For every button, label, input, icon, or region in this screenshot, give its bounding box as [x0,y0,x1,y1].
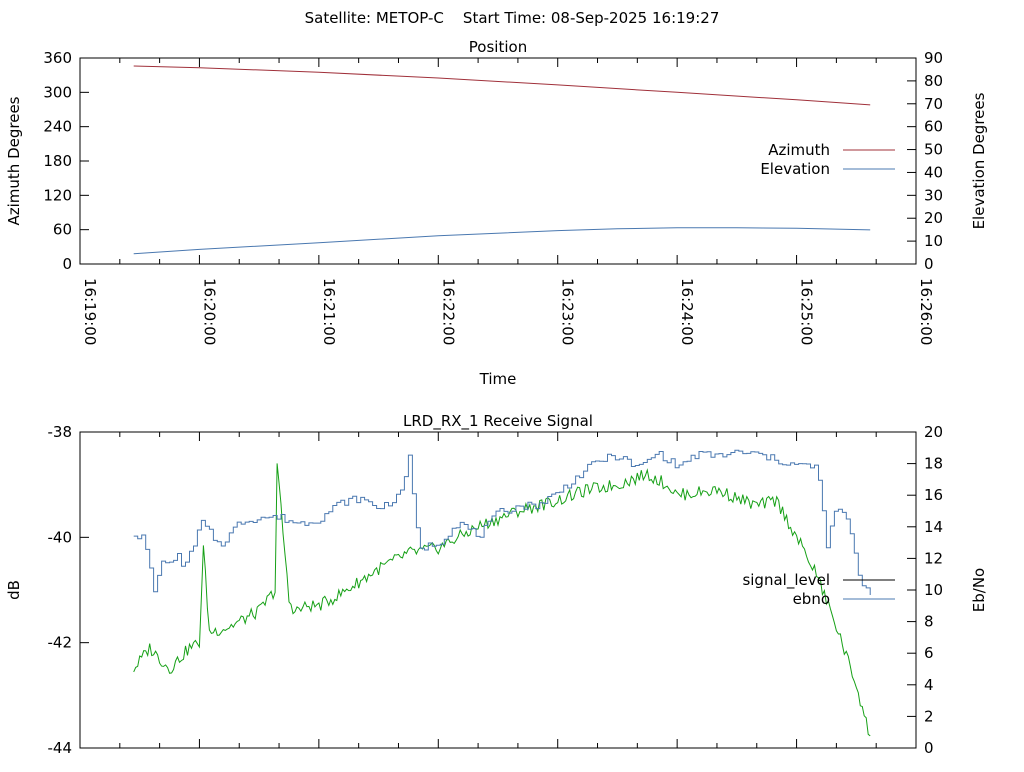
receive-signal-chart: LRD_RX_1 Receive Signal -44 -42 -40 -38 dB 0 2 4… [5,412,988,757]
y2-tick-label: 20 [924,423,943,441]
y-tick-label: 60 [53,221,72,239]
legend-label: signal_level [742,571,830,590]
series-line-signal-level [133,463,871,737]
y2-tick-label: 4 [924,676,934,694]
y2-tick-label: 18 [924,455,943,473]
y-tick-label: -40 [48,528,73,546]
y-tick-label: 240 [43,118,72,136]
x-tick-label: 16:24:00 [678,278,696,345]
chart-title: Position [469,38,527,56]
y2-tick-label: 60 [924,118,943,136]
y2-tick-label: 10 [924,232,943,250]
legend-label: Azimuth [768,141,830,159]
y-axis-label: dB [5,580,23,600]
series-line-elevation [133,227,871,255]
y2-axis-label: Elevation Degrees [970,92,988,229]
y-tick-label: 300 [43,83,72,101]
x-tick-label: 16:26:00 [917,278,935,345]
y-tick-label: -44 [48,739,73,757]
y2-tick-label: 12 [924,549,943,567]
x-tick-label: 16:22:00 [439,278,457,345]
legend-label: ebno [793,590,830,608]
y2-tick-label: 30 [924,186,943,204]
x-tick-label: 16:25:00 [798,278,816,345]
position-chart: Position 16:19:00 16:20:00 16:21:00 16:22:00… [5,38,988,388]
y2-tick-label: 8 [924,613,934,631]
y2-tick-label: 50 [924,141,943,159]
y2-axis-label: Eb/No [970,568,988,612]
y-tick-label: -38 [48,423,73,441]
y2-tick-label: 2 [924,707,934,725]
y2-tick-label: 70 [924,95,943,113]
x-tick-label: 16:19:00 [81,278,99,345]
plot-frame [79,431,917,749]
y2-tick-label: 0 [924,255,934,273]
x-tick-label: 16:20:00 [200,278,218,345]
y2-tick-label: 10 [924,581,943,599]
x-axis-label: Time [479,370,517,388]
series-line-ebno [133,449,871,595]
y2-tick-label: 80 [924,72,943,90]
y2-tick-label: 40 [924,163,943,181]
y-axis-label: Azimuth Degrees [5,96,23,225]
y-tick-label: 180 [43,152,72,170]
y2-tick-label: 90 [924,49,943,67]
y-tick-label: -42 [48,634,73,652]
y-tick-label: 0 [62,255,72,273]
y-tick-label: 120 [43,186,72,204]
y-tick-label: 360 [43,49,72,67]
x-tick-label: 16:23:00 [559,278,577,345]
series-line-azimuth [133,65,871,106]
y2-tick-label: 20 [924,209,943,227]
y2-tick-label: 14 [924,518,943,536]
y2-tick-label: 0 [924,739,934,757]
x-tick-label: 16:21:00 [320,278,338,345]
y2-tick-label: 16 [924,486,943,504]
chart-title: LRD_RX_1 Receive Signal [403,412,593,431]
legend-label: Elevation [760,160,830,178]
page-title: Satellite: METOP-C Start Time: 08-Sep-20… [305,9,720,27]
y2-tick-label: 6 [924,644,934,662]
